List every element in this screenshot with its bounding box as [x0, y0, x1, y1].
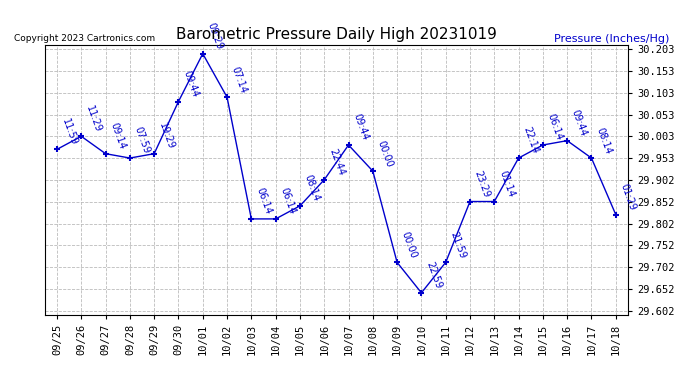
Text: 07:59: 07:59 [132, 126, 152, 155]
Text: 21:59: 21:59 [448, 230, 467, 260]
Text: 07:14: 07:14 [230, 65, 249, 94]
Text: 11:29: 11:29 [84, 104, 103, 134]
Text: 08:14: 08:14 [594, 126, 613, 155]
Title: Barometric Pressure Daily High 20231019: Barometric Pressure Daily High 20231019 [176, 27, 497, 42]
Text: Pressure (Inches/Hg): Pressure (Inches/Hg) [554, 34, 669, 44]
Text: 06:14: 06:14 [546, 113, 564, 142]
Text: 22:44: 22:44 [327, 147, 346, 177]
Text: 22:14: 22:14 [522, 126, 540, 155]
Text: 00:00: 00:00 [375, 139, 395, 168]
Text: 22:59: 22:59 [424, 260, 443, 290]
Text: 09:44: 09:44 [570, 108, 589, 138]
Text: 06:14: 06:14 [254, 187, 273, 216]
Text: 19:29: 19:29 [157, 121, 176, 151]
Text: 09:44: 09:44 [351, 113, 371, 142]
Text: 11:59: 11:59 [60, 117, 79, 147]
Text: 01:14: 01:14 [497, 169, 516, 199]
Text: 09:29: 09:29 [206, 21, 224, 51]
Text: 06:14: 06:14 [279, 187, 297, 216]
Text: Copyright 2023 Cartronics.com: Copyright 2023 Cartronics.com [14, 34, 155, 43]
Text: 23:29: 23:29 [473, 169, 492, 199]
Text: 09:14: 09:14 [108, 122, 127, 151]
Text: 00:00: 00:00 [400, 230, 419, 260]
Text: 01:29: 01:29 [618, 182, 638, 212]
Text: 09:44: 09:44 [181, 69, 200, 99]
Text: 08:14: 08:14 [303, 174, 322, 203]
